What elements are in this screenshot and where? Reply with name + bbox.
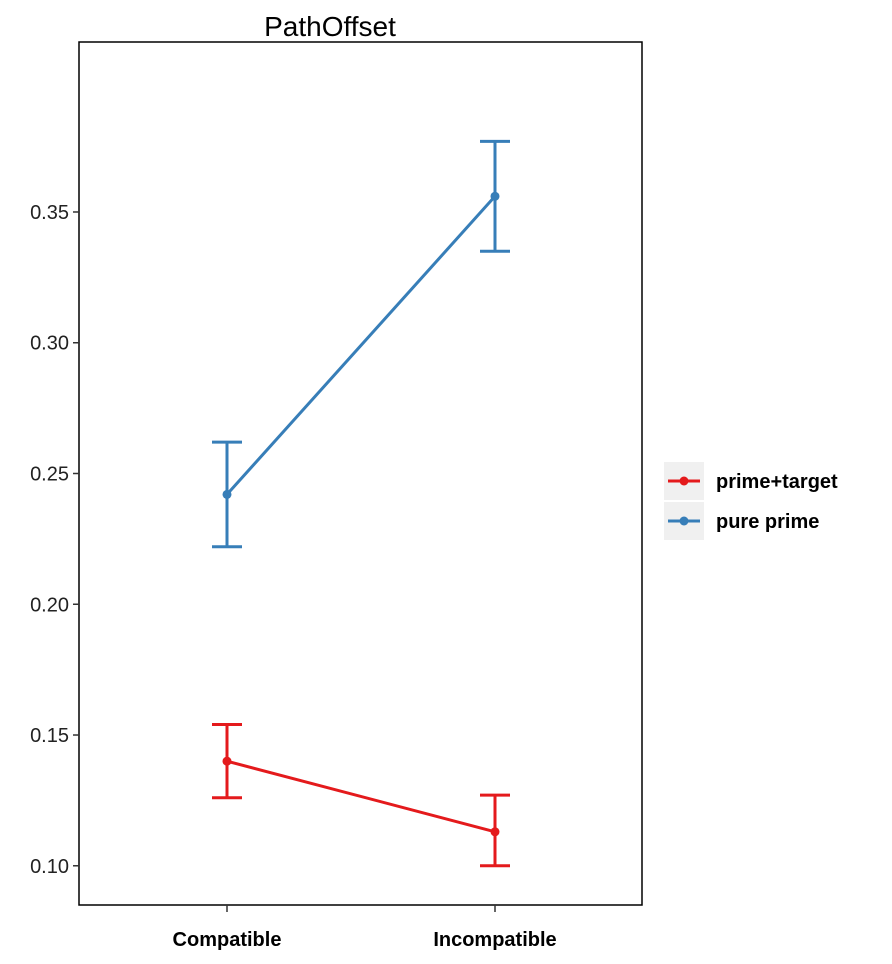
data-point-pure-prime (222, 489, 232, 499)
legend-label-prime-target: prime+target (716, 471, 838, 493)
plot-panel (78, 41, 643, 906)
y-tick-label: 0.20 (30, 594, 69, 616)
y-tick-label: 0.35 (30, 202, 69, 224)
y-axis: 0.10 0.15 0.20 0.25 0.30 0.35 (30, 202, 79, 878)
legend-label-pure-prime: pure prime (716, 511, 819, 533)
x-axis: Compatible Incompatible (173, 905, 557, 951)
series-layer (212, 139, 510, 868)
y-tick-label: 0.25 (30, 464, 69, 486)
legend-key-point-pure-prime (679, 516, 689, 526)
x-tick-label-compatible: Compatible (173, 929, 282, 951)
data-point-prime-target (222, 756, 232, 766)
data-point-prime-target (490, 827, 500, 837)
y-tick-label: 0.30 (30, 333, 69, 355)
y-tick-label: 0.10 (30, 856, 69, 878)
chart-title: PathOffset (264, 11, 396, 42)
x-tick-label-incompatible: Incompatible (433, 929, 556, 951)
data-point-pure-prime (490, 191, 500, 201)
series-line-pure-prime (225, 195, 497, 496)
series-line-prime-target (226, 759, 496, 834)
legend-key-point-prime-target (679, 476, 689, 486)
y-tick-label: 0.15 (30, 725, 69, 747)
legend: prime+target pure prime (664, 462, 838, 540)
